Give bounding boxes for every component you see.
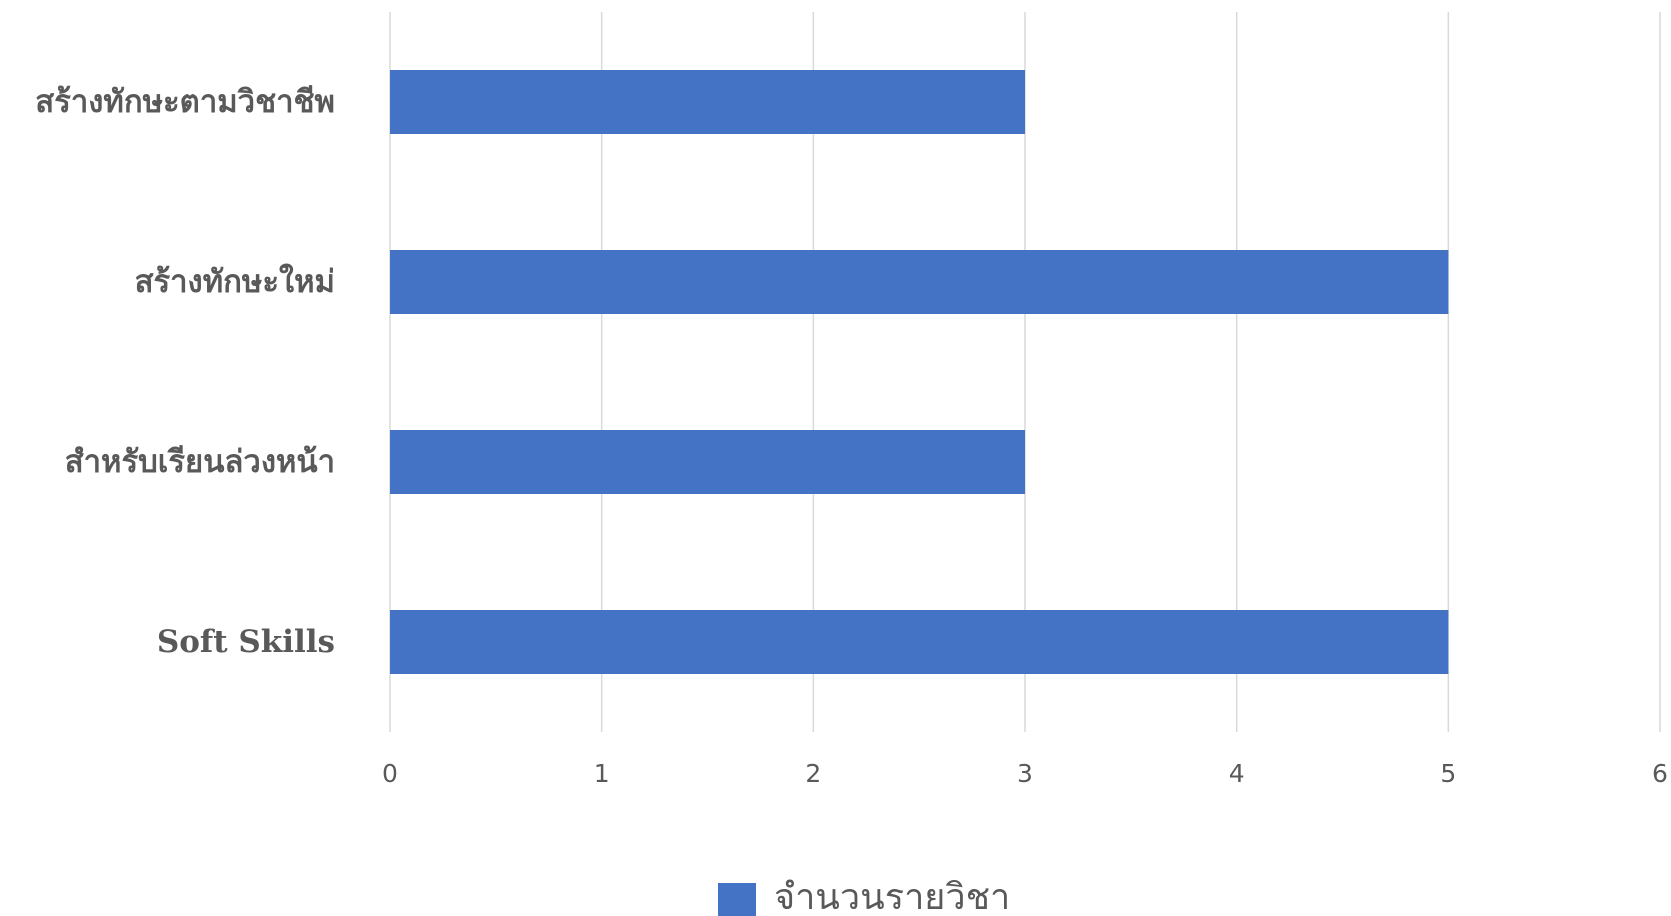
legend: จำนวนรายวิชา xyxy=(718,877,1010,916)
bar xyxy=(390,610,1449,674)
x-tick-label: 3 xyxy=(1017,759,1033,788)
category-labels: Soft Skills สำหรับเรียนล่วงหน้า สร้างทักษะ… xyxy=(35,84,335,660)
x-tick-label: 1 xyxy=(594,759,610,788)
category-label: สร้างทักษะตามวิชาชีพ xyxy=(35,84,335,120)
x-axis-tick-labels: 0 1 2 3 4 5 6 xyxy=(382,759,1668,788)
category-label: Soft Skills xyxy=(157,624,335,660)
x-tick-label: 6 xyxy=(1652,759,1668,788)
bars-group xyxy=(390,70,1449,674)
category-label: สร้างทักษะใหม่ xyxy=(135,263,335,300)
x-tick-label: 2 xyxy=(805,759,821,788)
x-tick-label: 4 xyxy=(1229,759,1245,788)
bar xyxy=(390,430,1025,494)
bar xyxy=(390,70,1025,134)
x-tick-label: 5 xyxy=(1440,759,1456,788)
bar xyxy=(390,250,1449,314)
legend-swatch xyxy=(718,883,756,916)
category-label: สำหรับเรียนล่วงหน้า xyxy=(65,444,335,480)
x-tick-label: 0 xyxy=(382,759,398,788)
legend-label: จำนวนรายวิชา xyxy=(774,877,1010,916)
